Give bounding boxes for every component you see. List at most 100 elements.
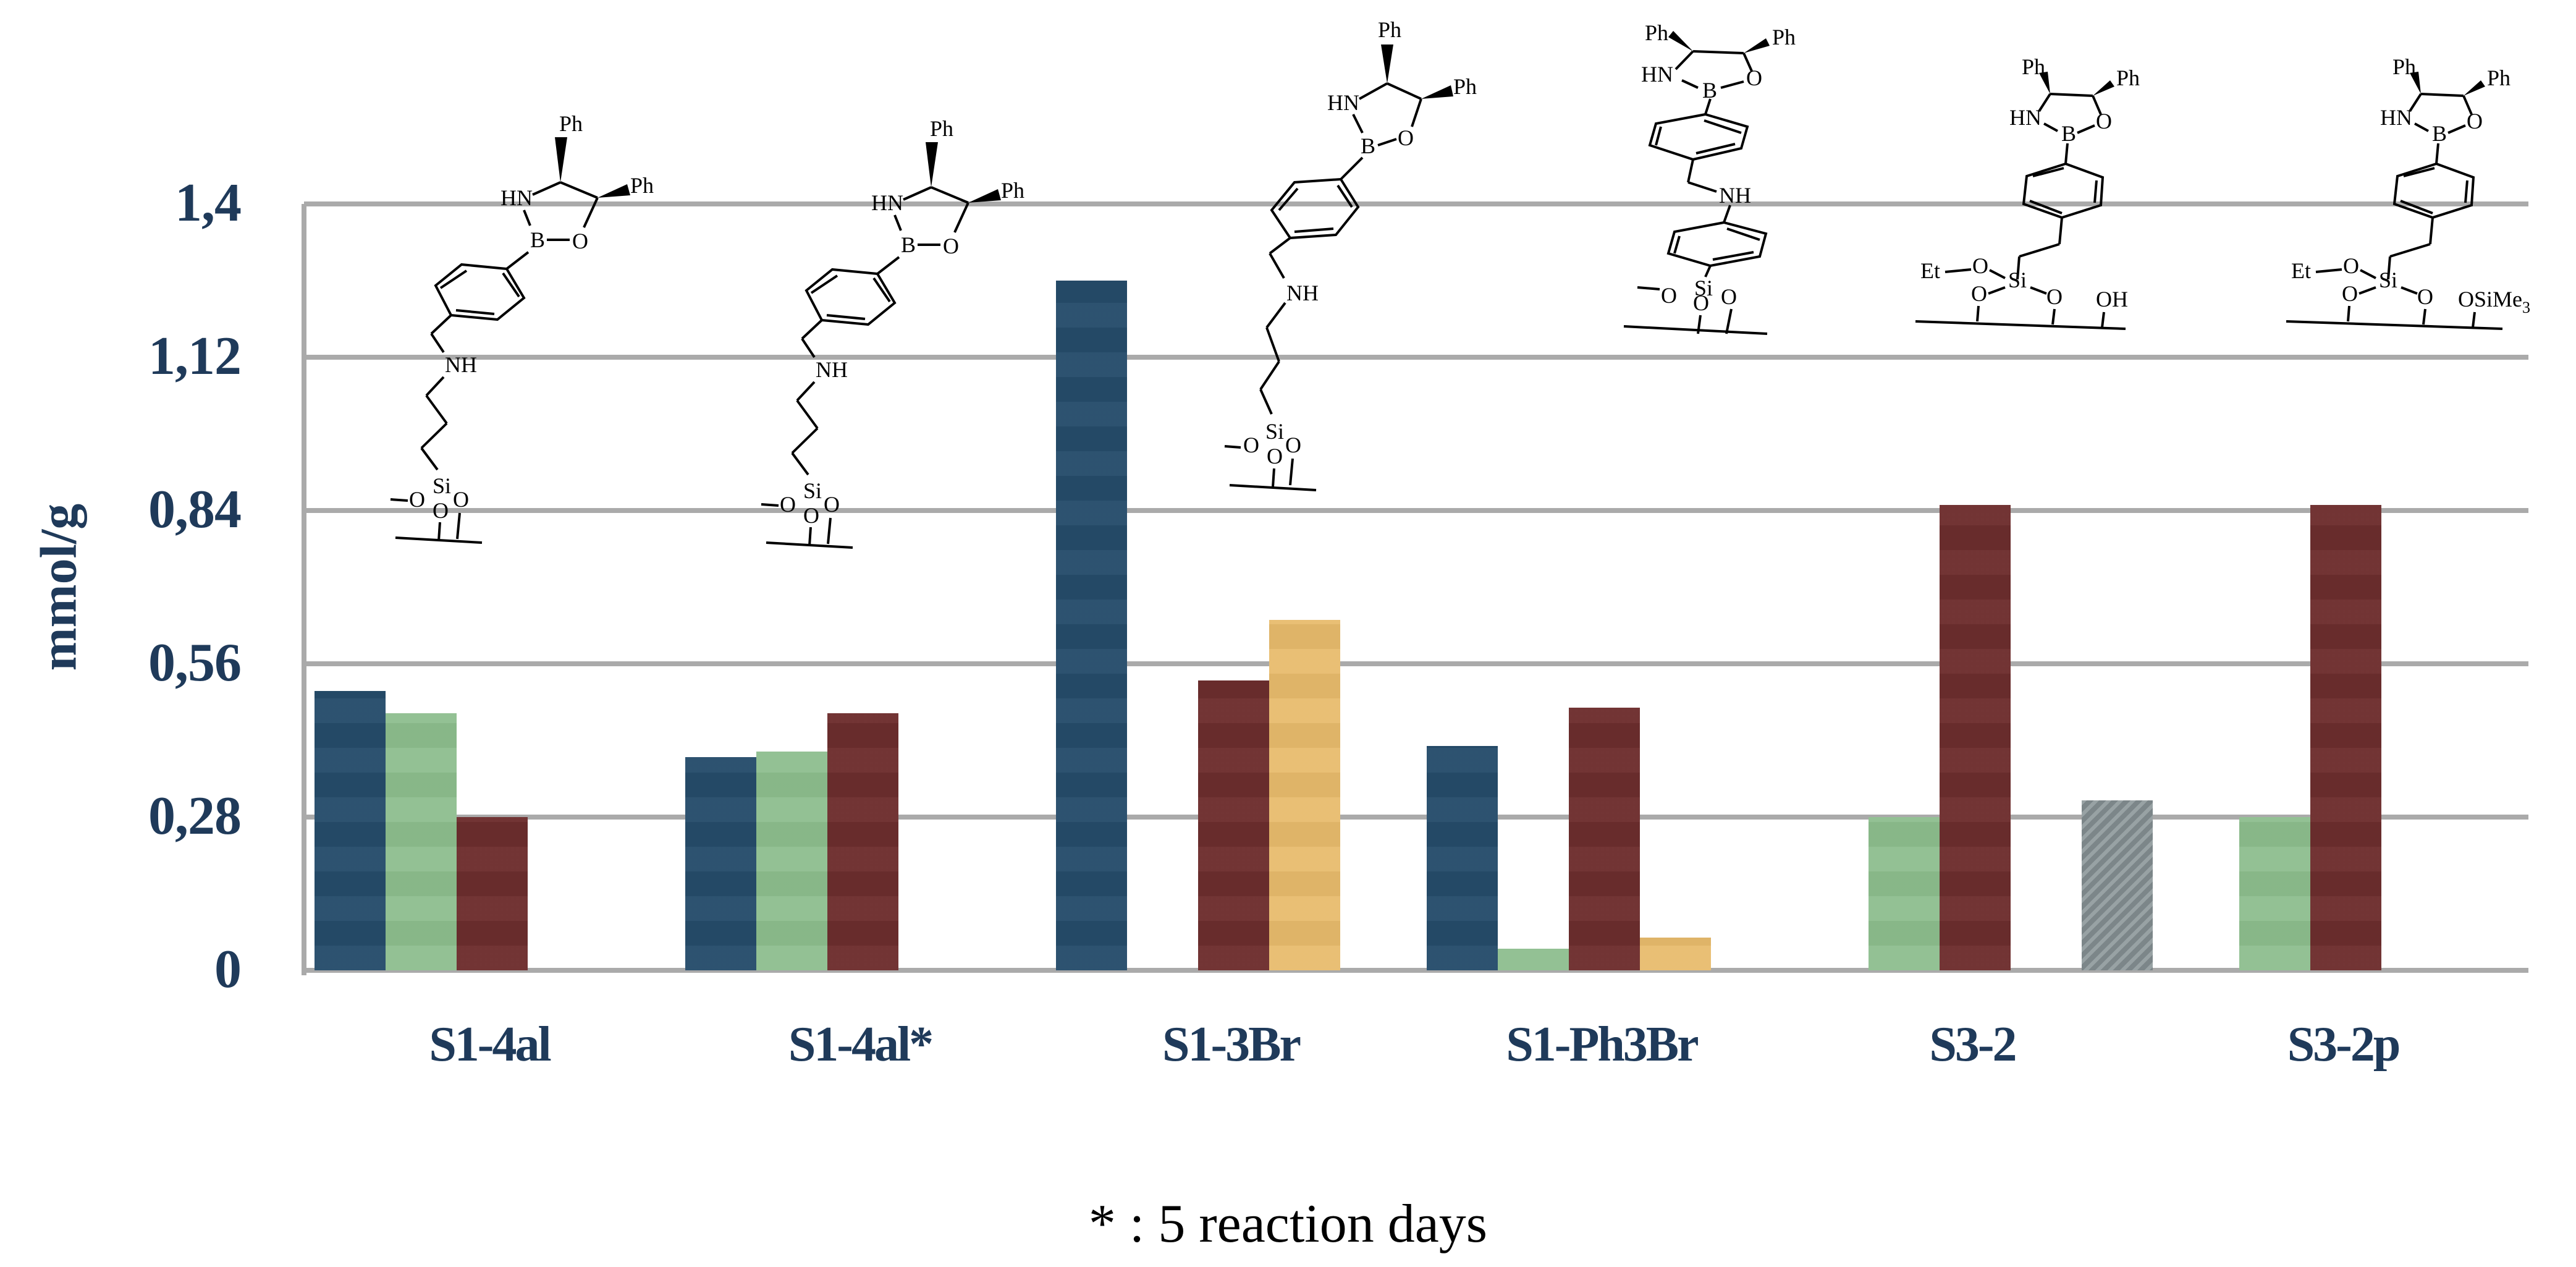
svg-text:O: O (1972, 253, 1988, 278)
svg-text:HN: HN (871, 190, 903, 215)
bar-series-blue-S1-Ph3Br (1427, 746, 1498, 970)
svg-text:HN: HN (2380, 105, 2412, 130)
footnote: * : 5 reaction days (1088, 1194, 1488, 1254)
svg-text:Ph: Ph (930, 116, 953, 141)
x-category-label: S1-4al (429, 1017, 551, 1072)
svg-text:OH: OH (2096, 287, 2128, 311)
bar-series-yellow-S1-3Br (1269, 620, 1340, 970)
svg-text:O: O (433, 498, 449, 523)
y-tick-label: 0,28 (148, 786, 242, 846)
bar-series-red-S3-2p (2310, 505, 2381, 970)
y-tick-label: 0,56 (148, 633, 242, 693)
svg-text:O: O (2467, 109, 2483, 133)
svg-text:Et: Et (2291, 258, 2311, 283)
x-category-label: S1-3Br (1162, 1017, 1301, 1072)
bar-series-yellow-S1-Ph3Br (1640, 938, 1711, 970)
svg-text:O: O (1746, 66, 1762, 90)
bar-series-grey-S3-2 (2082, 800, 2153, 970)
bar-series-green-S3-2 (1869, 817, 1940, 970)
bar-series-green-S3-2p (2239, 817, 2310, 970)
svg-text:Si: Si (2008, 268, 2027, 292)
svg-text:O: O (2343, 253, 2359, 278)
molecule-structure-s3-2: Ph Ph HN B O Et O Si O O OH (1915, 54, 2140, 330)
svg-text:B: B (530, 227, 545, 252)
bar-series-blue-S1-4al* (685, 757, 756, 970)
svg-text:B: B (1702, 78, 1717, 103)
svg-text:Ph: Ph (1453, 74, 1477, 99)
svg-text:B: B (2432, 121, 2447, 146)
x-axis-baseline (304, 968, 2528, 973)
bar-series-red-S1-Ph3Br (1569, 708, 1640, 970)
svg-text:NH: NH (445, 352, 477, 377)
svg-text:Ph: Ph (2116, 66, 2140, 90)
y-tick-label: 0 (214, 939, 242, 999)
svg-text:Ph: Ph (559, 111, 583, 136)
svg-text:OSiMe3: OSiMe3 (2458, 287, 2530, 316)
bar-series-blue-S1-4al (315, 691, 386, 970)
bar-series-red-S1-4al (457, 817, 528, 970)
molecule-structure-s3-2p: Ph Ph HN B O Et O Si O O OSiMe3 (2286, 54, 2530, 330)
svg-text:Ph: Ph (1001, 178, 1024, 203)
bar-series-red-S3-2 (1940, 505, 2011, 970)
svg-text:Ph: Ph (1772, 25, 1796, 49)
svg-text:Si: Si (803, 478, 822, 503)
svg-text:HN: HN (2009, 105, 2042, 130)
svg-text:O: O (1693, 290, 1709, 315)
bar-series-green-S1-4al* (756, 752, 827, 970)
svg-text:Si: Si (1694, 276, 1713, 300)
svg-text:O: O (943, 234, 959, 258)
gridline (304, 815, 2528, 820)
bar-series-blue-S1-3Br (1056, 281, 1127, 970)
svg-text:B: B (2061, 121, 2076, 146)
svg-text:O: O (409, 487, 425, 512)
svg-text:HN: HN (500, 185, 533, 210)
svg-text:O: O (2342, 281, 2358, 306)
bar-series-red-S1-3Br (1198, 680, 1269, 970)
svg-text:O: O (453, 487, 469, 512)
svg-text:Ph: Ph (630, 173, 654, 198)
y-axis-line (302, 204, 306, 975)
molecule-structure-s1-ph3br: Ph Ph HN B O NH Si O O O (1623, 20, 1796, 335)
y-tick-label: 0,84 (148, 480, 242, 540)
svg-text:O: O (1267, 444, 1283, 468)
svg-text:HN: HN (1327, 90, 1359, 115)
svg-text:O: O (2096, 109, 2112, 133)
svg-text:O: O (2046, 284, 2063, 309)
svg-text:O: O (803, 503, 819, 528)
svg-text:HN: HN (1641, 62, 1673, 87)
x-category-label: S1-4al* (788, 1017, 934, 1072)
svg-text:O: O (1285, 433, 1301, 457)
svg-text:Si: Si (1265, 419, 1284, 444)
svg-text:Si: Si (433, 473, 451, 498)
molecule-structure-s1-4al-star: Ph Ph HN B O NH Si O O O (761, 116, 1024, 549)
svg-text:O: O (572, 229, 588, 253)
gridline (304, 355, 2528, 360)
svg-text:Ph: Ph (2487, 66, 2511, 90)
x-category-label: S3-2p (2287, 1017, 2401, 1072)
svg-text:NH: NH (1719, 183, 1751, 208)
svg-text:Et: Et (1920, 258, 1940, 283)
y-tick-label: 1,4 (175, 173, 242, 233)
svg-text:O: O (824, 492, 840, 517)
svg-text:Ph: Ph (1378, 17, 1401, 42)
svg-text:O: O (1398, 125, 1414, 150)
x-category-label: S1-Ph3Br (1506, 1017, 1699, 1072)
svg-text:NH: NH (1286, 281, 1319, 305)
molecule-structure-s1-4al: Ph Ph HN B O NH Si O O O (390, 111, 654, 544)
svg-text:O: O (780, 492, 796, 517)
svg-text:B: B (901, 232, 916, 257)
svg-text:O: O (1721, 284, 1737, 309)
molecule-structure-s1-3br: Ph Ph HN B O NH Si O O O (1224, 17, 1477, 491)
svg-text:Ph: Ph (1645, 20, 1668, 45)
gridline (304, 661, 2528, 666)
bar-series-green-S1-Ph3Br (1498, 949, 1569, 970)
svg-text:O: O (1243, 433, 1259, 457)
x-category-label: S3-2 (1929, 1017, 2017, 1072)
bar-series-green-S1-4al (386, 713, 457, 970)
gridline (304, 508, 2528, 513)
svg-text:Si: Si (2379, 268, 2397, 292)
svg-text:O: O (2417, 284, 2433, 309)
svg-text:O: O (1661, 283, 1677, 308)
svg-text:B: B (1361, 133, 1375, 158)
gridline (304, 201, 2528, 206)
